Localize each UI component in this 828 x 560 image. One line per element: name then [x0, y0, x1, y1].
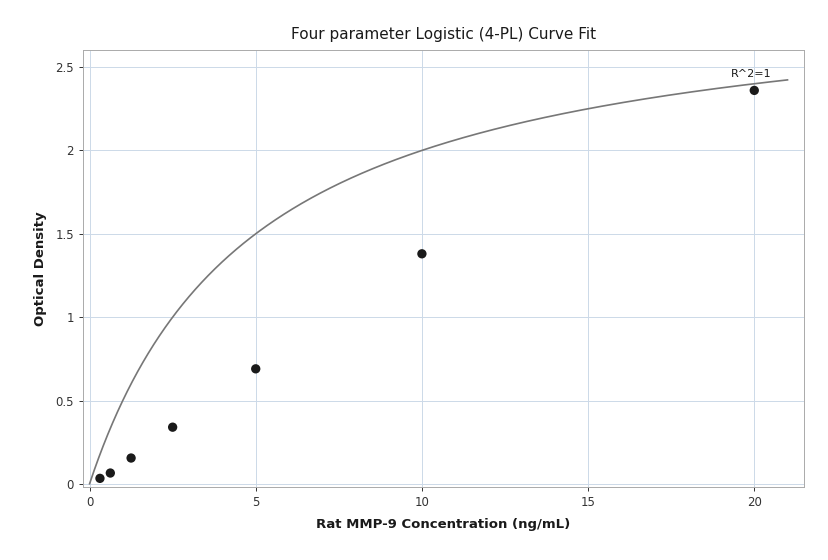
Title: Four parameter Logistic (4-PL) Curve Fit: Four parameter Logistic (4-PL) Curve Fit	[291, 27, 595, 43]
Point	[415, 249, 428, 258]
Y-axis label: Optical Density: Optical Density	[34, 212, 47, 326]
Point	[124, 454, 137, 463]
X-axis label: Rat MMP-9 Concentration (ng/mL): Rat MMP-9 Concentration (ng/mL)	[316, 517, 570, 530]
Text: R^2=1: R^2=1	[730, 69, 771, 79]
Point	[248, 365, 262, 374]
Point	[94, 474, 107, 483]
Point	[747, 86, 760, 95]
Point	[166, 423, 179, 432]
Point	[104, 469, 117, 478]
